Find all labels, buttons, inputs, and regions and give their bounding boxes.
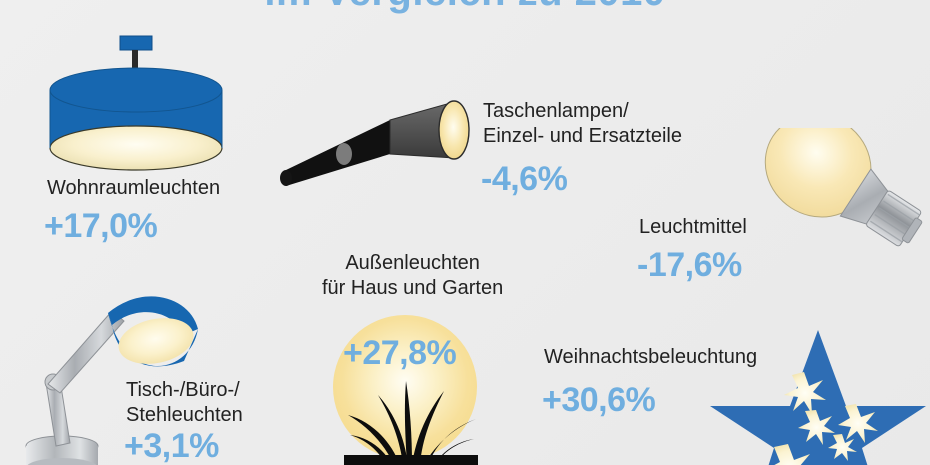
tisch-buero-stehleuchten-label: Tisch-/Büro-/ Stehleuchten: [126, 378, 243, 428]
weihnachtsbeleuchtung-value: +30,6%: [542, 381, 656, 419]
leuchtmittel-value: -17,6%: [637, 246, 742, 284]
taschenlampen-value: -4,6%: [481, 160, 568, 198]
wohnraumleuchten-value: +17,0%: [44, 207, 158, 245]
tisch-label-line1: Tisch-/Büro-/: [126, 379, 240, 401]
aussenleuchten-value: +27,8%: [343, 334, 457, 372]
desk-lamp-icon: [8, 283, 208, 465]
weihnachtsbeleuchtung-label: Weihnachtsbeleuchtung: [544, 346, 758, 368]
light-bulb-icon: [742, 114, 930, 268]
garden-light-grass-icon: [308, 315, 513, 465]
page-title: im Vergleich zu 2010: [0, 0, 930, 15]
star-light-icon: [706, 328, 930, 465]
taschenlampen-label-line2: Einzel- und Ersatzteile: [483, 125, 682, 147]
aussenleuchten-label-line1: Außenleuchten: [345, 252, 480, 274]
tisch-label-line2: Stehleuchten: [126, 404, 243, 426]
aussenleuchten-label: Außenleuchten für Haus und Garten: [322, 251, 503, 301]
taschenlampen-label-line1: Taschenlampen/: [483, 100, 629, 122]
aussenleuchten-label-line2: für Haus und Garten: [322, 277, 504, 299]
taschenlampen-label: Taschenlampen/ Einzel- und Ersatzteile: [483, 99, 682, 149]
wohnraumleuchten-label: Wohnraumleuchten: [47, 177, 221, 199]
ceiling-pendant-lamp-icon: [28, 28, 238, 183]
leuchtmittel-label: Leuchtmittel: [639, 216, 747, 238]
tisch-buero-stehleuchten-value: +3,1%: [124, 427, 219, 465]
flashlight-icon: [278, 92, 478, 202]
